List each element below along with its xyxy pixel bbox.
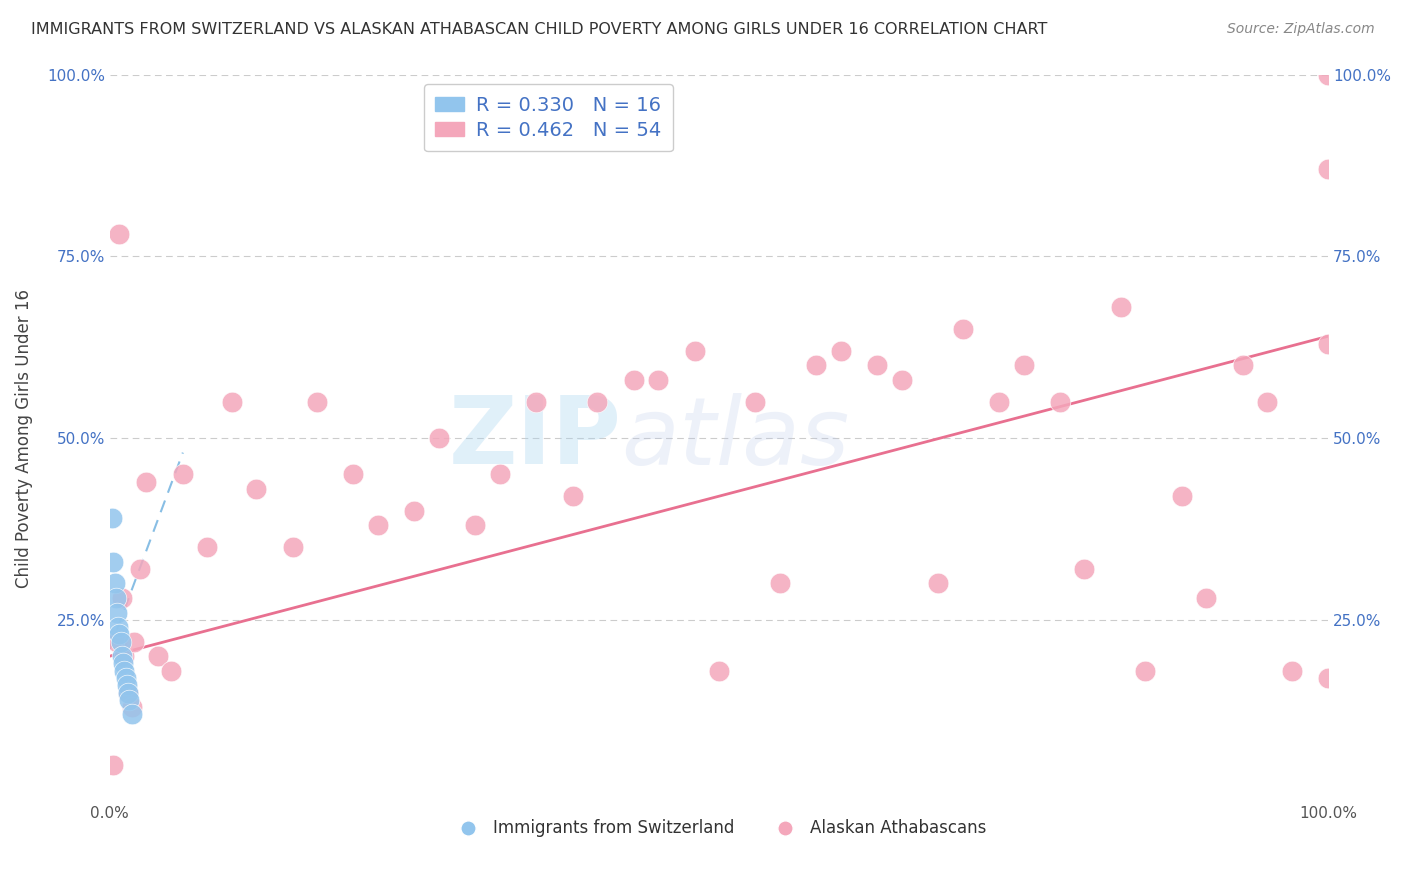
Point xyxy=(112,649,135,664)
Text: ZIP: ZIP xyxy=(449,392,621,484)
Point xyxy=(1135,664,1157,678)
Point xyxy=(135,475,157,489)
Point xyxy=(1317,162,1340,177)
Point xyxy=(1317,336,1340,351)
Point xyxy=(117,685,139,699)
Point xyxy=(305,394,328,409)
Text: IMMIGRANTS FROM SWITZERLAND VS ALASKAN ATHABASCAN CHILD POVERTY AMONG GIRLS UNDE: IMMIGRANTS FROM SWITZERLAND VS ALASKAN A… xyxy=(31,22,1047,37)
Point xyxy=(118,693,141,707)
Point xyxy=(744,394,766,409)
Point xyxy=(1049,394,1071,409)
Point xyxy=(1317,671,1340,685)
Point xyxy=(683,343,706,358)
Point xyxy=(105,606,128,620)
Point xyxy=(1232,359,1254,373)
Point xyxy=(104,591,127,605)
Point xyxy=(769,576,792,591)
Point xyxy=(1109,300,1132,314)
Point xyxy=(101,511,124,525)
Point xyxy=(195,540,218,554)
Point xyxy=(927,576,949,591)
Point xyxy=(342,467,364,482)
Point xyxy=(103,758,125,772)
Point xyxy=(561,489,583,503)
Point xyxy=(112,657,135,671)
Point xyxy=(108,627,131,641)
Point xyxy=(952,322,974,336)
Point xyxy=(121,707,143,722)
Point xyxy=(107,620,129,634)
Point xyxy=(159,664,181,678)
Point xyxy=(172,467,194,482)
Point xyxy=(1317,68,1340,82)
Point xyxy=(988,394,1011,409)
Point xyxy=(108,227,131,242)
Point xyxy=(1256,394,1278,409)
Text: Source: ZipAtlas.com: Source: ZipAtlas.com xyxy=(1227,22,1375,37)
Point xyxy=(129,562,152,576)
Point xyxy=(111,649,134,664)
Point xyxy=(524,394,547,409)
Point xyxy=(404,504,426,518)
Point xyxy=(112,664,135,678)
Point xyxy=(148,649,170,664)
Point xyxy=(806,359,828,373)
Point xyxy=(830,343,852,358)
Point xyxy=(647,373,669,387)
Point xyxy=(707,664,730,678)
Legend: Immigrants from Switzerland, Alaskan Athabascans: Immigrants from Switzerland, Alaskan Ath… xyxy=(446,813,993,844)
Point xyxy=(104,576,127,591)
Point xyxy=(245,482,267,496)
Point xyxy=(1012,359,1035,373)
Point xyxy=(110,634,132,648)
Point xyxy=(1073,562,1095,576)
Point xyxy=(103,555,125,569)
Point xyxy=(1195,591,1218,605)
Y-axis label: Child Poverty Among Girls Under 16: Child Poverty Among Girls Under 16 xyxy=(15,288,32,588)
Point xyxy=(866,359,889,373)
Point xyxy=(586,394,609,409)
Point xyxy=(221,394,243,409)
Point xyxy=(1281,664,1303,678)
Point xyxy=(464,518,486,533)
Point xyxy=(1171,489,1194,503)
Point xyxy=(890,373,912,387)
Point xyxy=(114,671,136,685)
Point xyxy=(105,634,128,648)
Text: atlas: atlas xyxy=(621,392,849,483)
Point xyxy=(367,518,389,533)
Point xyxy=(121,700,143,714)
Point xyxy=(111,591,134,605)
Point xyxy=(623,373,645,387)
Point xyxy=(117,685,139,699)
Point xyxy=(488,467,510,482)
Point xyxy=(115,678,138,692)
Point xyxy=(427,431,450,445)
Point xyxy=(122,634,145,648)
Point xyxy=(281,540,304,554)
